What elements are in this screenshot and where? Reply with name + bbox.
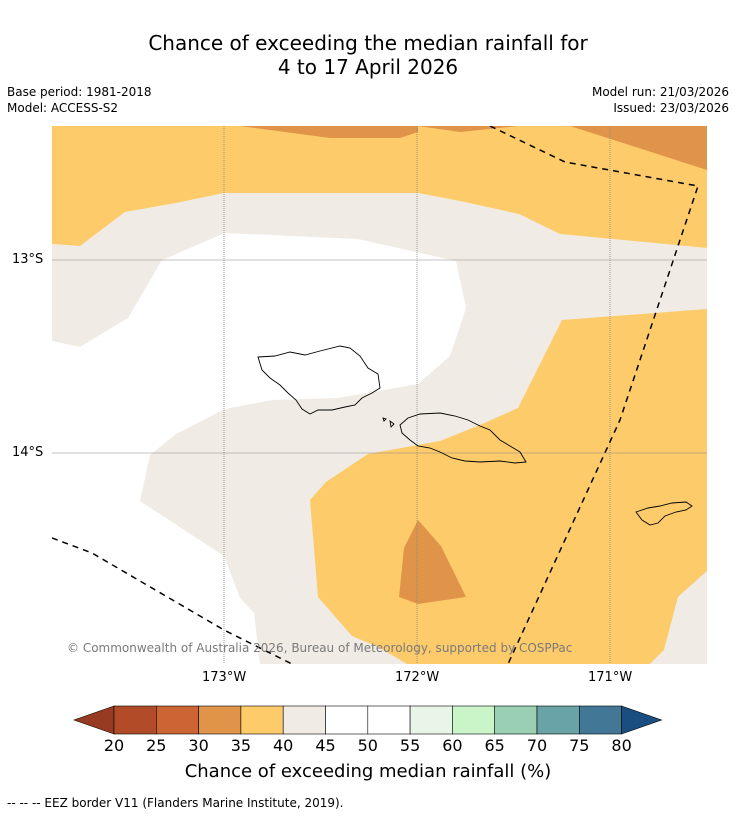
colorbar-tick-label: 75 xyxy=(569,736,590,755)
colorbar-high-extend xyxy=(621,705,663,735)
colorbar-segment xyxy=(282,705,326,735)
base-period-label: Base period: 1981-2018 xyxy=(7,85,152,99)
lat-label-13s: 13°S xyxy=(12,252,44,267)
manono-island xyxy=(389,419,395,428)
region-25-30-percent-north xyxy=(240,126,519,132)
colorbar-segment xyxy=(325,705,369,735)
tutuila-island xyxy=(635,501,693,526)
lon-label-172w: 172°W xyxy=(395,670,440,685)
region-25-30-percent-northeast xyxy=(570,126,707,170)
savaii-island xyxy=(257,345,381,415)
issued-label: Issued: 23/03/2026 xyxy=(613,101,729,115)
colorbar-tick-label: 40 xyxy=(273,736,294,755)
lat-label-14s: 14°S xyxy=(12,445,44,460)
colorbar-tick-label: 55 xyxy=(399,736,421,755)
colorbar-tick-label: 80 xyxy=(611,736,632,755)
model-label: Model: ACCESS-S2 xyxy=(7,101,119,115)
colorbar-segment xyxy=(578,705,622,735)
colorbar-tick-label: 20 xyxy=(103,736,125,755)
region-35-40-percent-north xyxy=(52,126,707,248)
colorbar-segment xyxy=(198,705,242,735)
colorbar-segment xyxy=(156,705,199,735)
lon-label-171w: 171°W xyxy=(588,670,633,685)
apolima-island xyxy=(382,417,387,422)
colorbar-segment xyxy=(240,705,284,735)
colorbar-segment xyxy=(409,705,453,735)
model-run-label: Model run: 21/03/2026 xyxy=(591,85,729,99)
eez-footnote: -- -- -- EEZ border V11 (Flanders Marine… xyxy=(7,796,344,810)
upolu-island xyxy=(399,412,527,464)
colorbar-tick-label: 30 xyxy=(188,736,209,755)
colorbar-tick-label: 45 xyxy=(315,736,336,755)
chart-title-line-1: Chance of exceeding the median rainfall … xyxy=(148,31,588,55)
colorbar-segment xyxy=(113,705,157,735)
region-40-45-percent-east xyxy=(650,571,707,664)
eez-border-southwest xyxy=(52,537,293,664)
colorbar-tick-label: 70 xyxy=(526,736,548,755)
region-25-30-percent-northwest xyxy=(240,126,418,138)
colorbar-title: Chance of exceeding median rainfall (%) xyxy=(184,761,552,782)
copyright-notice: © Commonwealth of Australia 2026, Bureau… xyxy=(67,641,573,655)
eez-border-east xyxy=(489,126,699,664)
colorbar xyxy=(73,705,663,735)
colorbar-tick-label: 50 xyxy=(357,736,378,755)
colorbar-tick-label: 65 xyxy=(484,736,505,755)
lon-label-173w: 173°W xyxy=(202,670,247,685)
colorbar-tick-label: 25 xyxy=(146,736,167,755)
colorbar-tick-label: 60 xyxy=(442,736,463,755)
colorbar-low-extend xyxy=(73,705,115,735)
colorbar-segment xyxy=(494,705,538,735)
region-25-30-percent-south xyxy=(399,520,466,604)
colorbar-tick-label: 35 xyxy=(230,736,252,755)
colorbar-segment xyxy=(367,705,411,735)
colorbar-segment xyxy=(536,705,580,735)
colorbar-segment xyxy=(452,705,495,735)
map-panel xyxy=(52,126,707,664)
region-45-55-percent xyxy=(52,233,466,664)
chart-title-line-2: 4 to 17 April 2026 xyxy=(277,55,459,79)
